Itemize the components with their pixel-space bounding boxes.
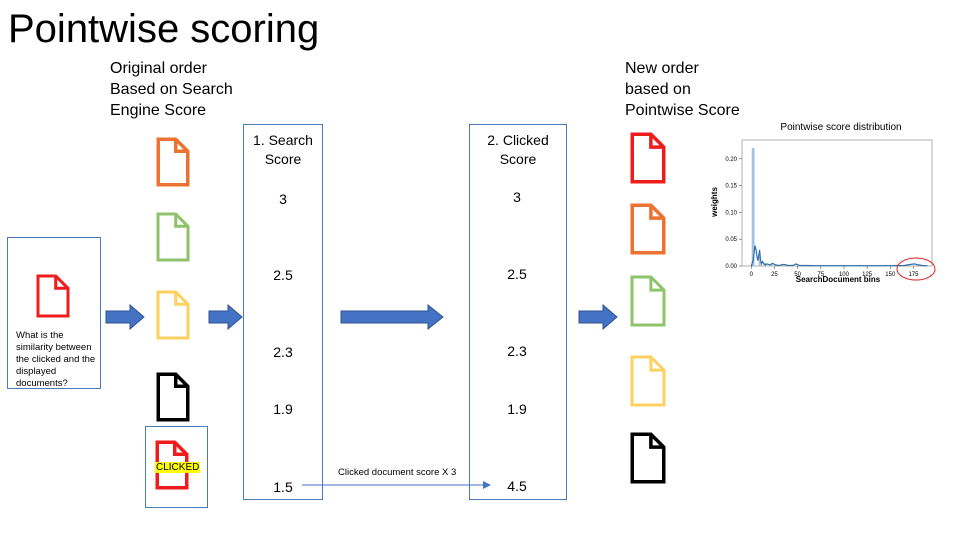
original-doc-green-icon [156, 212, 190, 262]
y-tick-label: 0.15 [725, 184, 737, 190]
header-line: 2. Clicked [487, 132, 549, 148]
header-line: 1. Search [253, 132, 313, 148]
new-doc-orange-icon [630, 203, 666, 255]
original-doc-orange-icon [156, 137, 190, 187]
original-doc-yellow-icon [156, 290, 190, 340]
search-score-header: 1. Search Score [244, 131, 322, 169]
query-question: What is the similarity between the click… [16, 330, 96, 389]
x-axis-label: SearchDocument bins [796, 275, 881, 284]
x-tick-label: 25 [771, 272, 778, 278]
plot-frame [741, 139, 933, 267]
x-tick-label: 150 [885, 272, 896, 278]
search-score-column: 1. Search Score 3 2.5 2.3 1.9 1.5 [243, 124, 323, 500]
right-arrow-icon [208, 304, 243, 330]
search-score-value: 1.5 [273, 479, 293, 495]
new-order-heading: New order based on Pointwise Score [625, 58, 740, 121]
y-tick-label: 0.20 [725, 157, 737, 163]
clicked-score-value: 3 [513, 189, 521, 205]
right-arrow-icon [340, 304, 444, 330]
clicked-document-box: CLICKED [145, 426, 208, 508]
y-axis-label: weights [710, 187, 719, 218]
search-score-value: 3 [279, 191, 287, 207]
histogram-bar [770, 263, 773, 266]
clicked-score-value: 1.9 [507, 401, 527, 417]
clicked-score-header: 2. Clicked Score [470, 131, 566, 169]
y-tick-label: 0.05 [725, 237, 737, 243]
query-box: What is the similarity between the click… [7, 237, 101, 389]
heading-line: Based on Search [110, 81, 233, 98]
original-doc-black-icon [156, 372, 190, 422]
highlight-ellipse [896, 257, 936, 281]
right-arrow-icon [105, 304, 145, 330]
histogram-bar [758, 256, 761, 266]
x-tick-label: 125 [862, 272, 873, 278]
search-score-value: 2.5 [273, 267, 293, 283]
right-arrow-icon [578, 304, 618, 330]
heading-line: based on [625, 81, 691, 98]
heading-line: Engine Score [110, 102, 207, 119]
x-tick-label: 50 [794, 272, 801, 278]
density-curve [750, 245, 928, 267]
heading-line: New order [625, 60, 699, 77]
boost-annotation: Clicked document score X 3 [338, 467, 457, 478]
clicked-score-column: 2. Clicked Score 3 2.5 2.3 1.9 4.5 [469, 124, 567, 500]
pointwise-score-chart: Pointwise score distribution weights Sea… [710, 122, 936, 284]
heading-line: Original order [110, 60, 207, 77]
y-tick-label: 0.00 [725, 264, 737, 270]
query-document-icon [36, 274, 70, 318]
clicked-score-value: 4.5 [507, 478, 527, 494]
clicked-score-value: 2.5 [507, 266, 527, 282]
page-title: Pointwise scoring [8, 7, 320, 51]
x-tick-label: 75 [817, 272, 824, 278]
boost-connector-arrow [302, 481, 491, 489]
new-doc-red-icon [630, 132, 666, 184]
y-tick-label: 0.10 [725, 210, 737, 216]
x-tick-label: 0 [750, 272, 754, 278]
new-doc-green-icon [630, 275, 666, 327]
header-line: Score [499, 151, 537, 167]
new-doc-yellow-icon [630, 355, 666, 407]
header-line: Score [264, 151, 302, 167]
search-score-value: 2.3 [273, 344, 293, 360]
heading-line: Pointwise Score [625, 102, 740, 119]
original-order-heading: Original order Based on Search Engine Sc… [110, 58, 233, 121]
clicked-label: CLICKED [155, 462, 201, 473]
chart-title: Pointwise score distribution [780, 122, 901, 133]
search-score-value: 1.9 [273, 401, 293, 417]
histogram-bar [751, 148, 755, 266]
clicked-score-value: 2.3 [507, 343, 527, 359]
x-tick-label: 175 [908, 272, 919, 278]
new-doc-black-icon [630, 432, 666, 484]
x-tick-label: 100 [839, 272, 850, 278]
